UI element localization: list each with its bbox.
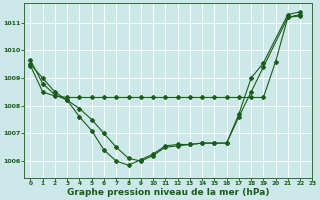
X-axis label: Graphe pression niveau de la mer (hPa): Graphe pression niveau de la mer (hPa) — [67, 188, 270, 197]
